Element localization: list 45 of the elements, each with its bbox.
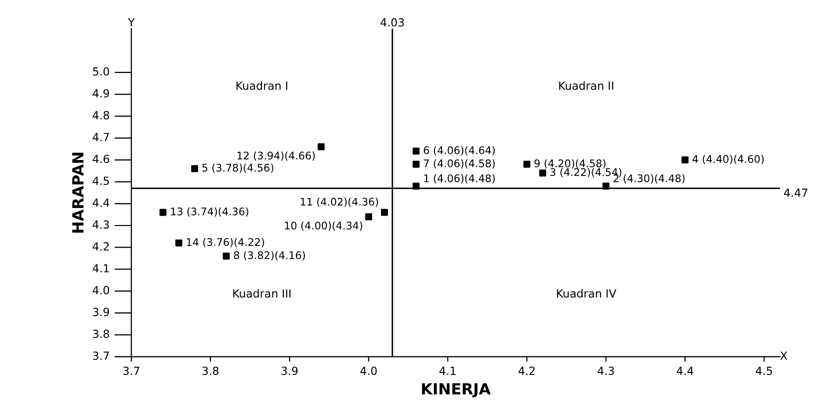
data-label: 14 (3.76)(4.22) xyxy=(186,238,264,248)
y-tick-label: 4.8 xyxy=(92,110,110,120)
annotation: Kuadran IV xyxy=(557,289,616,298)
text: X xyxy=(780,352,788,360)
x-tick-label: 4.5 xyxy=(756,366,772,376)
y-tick-label: 3.8 xyxy=(93,330,110,338)
y-tick-label: 4.9 xyxy=(92,89,110,98)
y-tick-label: 4.3 xyxy=(92,220,109,229)
y-tick-label: 4.4 xyxy=(92,198,110,207)
y-tick-label: 4.2 xyxy=(92,242,109,250)
x-tick-label: 4.3 xyxy=(598,366,614,376)
x-axis-title: KINERJA xyxy=(422,383,491,398)
x-tick-label: 3.7 xyxy=(123,366,140,376)
x-tick-label: 4.2 xyxy=(518,366,535,375)
data-label: 1 (4.06)(4.48) xyxy=(424,174,495,184)
y-tick-label: 3.9 xyxy=(93,308,110,316)
y-tick-label: 4.1 xyxy=(92,264,109,272)
data-label: 12 (3.94)(4.66) xyxy=(238,151,315,161)
y-tick-label: 3.7 xyxy=(93,352,109,360)
text: Y xyxy=(128,18,135,26)
data-label: 10 (4.00)(4.34) xyxy=(285,221,362,231)
x-tick-label: 4.1 xyxy=(439,366,456,375)
x-tick-label: 4.0 xyxy=(360,366,377,376)
x-tick-label: 4.4 xyxy=(676,366,694,375)
data-label: 9 (4.20)(4.58) xyxy=(534,159,606,169)
y-axis-title: HARAPAN xyxy=(72,152,84,233)
y-tick-label: 4.5 xyxy=(92,176,109,185)
data-label: 7 (4.06)(4.58) xyxy=(424,159,495,169)
data-label: 6 (4.06)(4.64) xyxy=(424,146,495,156)
y-tick-label: 4.0 xyxy=(92,286,110,294)
data-label: 11 (4.02)(4.36) xyxy=(300,198,378,207)
x-tick-label: 3.9 xyxy=(282,366,298,376)
data-label: 13 (3.74)(4.36) xyxy=(171,207,248,217)
y-tick-label: 4.7 xyxy=(92,133,109,142)
annotation: Kuadran I xyxy=(236,81,288,90)
data-label: 8 (3.82)(4.16) xyxy=(234,251,305,260)
y-tick-label: 4.6 xyxy=(92,154,110,164)
annotation: Kuadran II xyxy=(559,81,614,90)
annotation: Kuadran III xyxy=(233,289,290,298)
x-tick-label: 3.8 xyxy=(202,366,219,376)
data-label: 4 (4.40)(4.60) xyxy=(692,154,764,164)
data-label: 5 (3.78)(4.56) xyxy=(202,164,274,173)
ref-line-label: 4.03 xyxy=(380,18,404,27)
y-tick-label: 5.0 xyxy=(93,67,110,76)
ref-line-label: 4.47 xyxy=(784,188,808,197)
